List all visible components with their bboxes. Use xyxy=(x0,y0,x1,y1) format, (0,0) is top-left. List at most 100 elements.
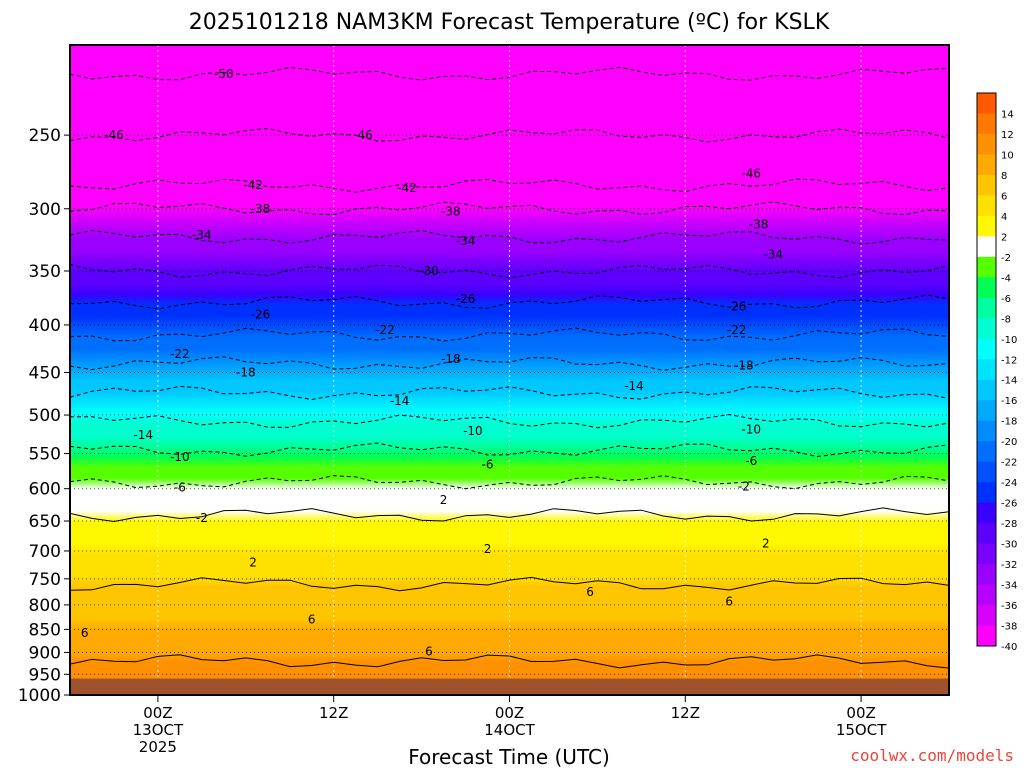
colorbar-label: -30 xyxy=(1001,540,1017,551)
contour-label: -10 xyxy=(741,422,761,436)
isotherm-line xyxy=(70,356,949,371)
y-tick-label: 950 xyxy=(29,665,61,685)
y-tick-label: 350 xyxy=(29,262,61,282)
isotherm-line xyxy=(70,127,949,143)
contour-label: -26 xyxy=(456,292,476,306)
colorbar-label: -34 xyxy=(1001,581,1017,592)
terrain-below-ground xyxy=(70,678,949,695)
plot-area: -50 -46 -46 -46 -42 -42 -38 -38 -38 -34 -34 -34 -30 -… xyxy=(70,45,949,695)
y-tick-label: 900 xyxy=(29,643,61,663)
x-tick-label: 15OCT xyxy=(836,721,887,739)
colorbar-swatch xyxy=(977,297,996,319)
y-tick-label: 800 xyxy=(29,596,61,616)
contour-label: 6 xyxy=(586,585,594,599)
contour-label: 6 xyxy=(725,594,733,608)
contour-label: -26 xyxy=(727,299,747,313)
contour-label: -46 xyxy=(104,128,124,142)
y-tick-label: 300 xyxy=(29,200,61,220)
colorbar-swatch xyxy=(977,195,996,217)
contour-label: -18 xyxy=(734,358,754,372)
colorbar-label: -20 xyxy=(1001,437,1017,448)
colorbar-swatch xyxy=(977,256,996,278)
colorbar-label: 14 xyxy=(1001,109,1014,120)
colorbar-swatch xyxy=(977,318,996,340)
colorbar-label: -14 xyxy=(1001,376,1017,387)
x-tick-label: 13OCT xyxy=(133,721,184,739)
contour-label: -34 xyxy=(763,248,783,262)
isotherm-line xyxy=(70,264,949,279)
isotherm-line xyxy=(70,654,949,669)
contour-label: 2 xyxy=(249,555,257,569)
watermark: coolwx.com/models xyxy=(850,746,1014,765)
colorbar-label: -12 xyxy=(1001,355,1017,366)
colorbar-label: 12 xyxy=(1001,130,1014,141)
pressure-axis: 250 300 350 400 450 500 550 600 650 700 750 800 850 9… xyxy=(18,126,70,706)
isotherm-line xyxy=(70,475,949,490)
colorbar-swatch xyxy=(977,461,996,483)
x-tick-label: 00Z xyxy=(143,704,172,722)
contour-label: 2 xyxy=(440,493,448,507)
isotherm-line xyxy=(70,66,949,81)
contour-label: -34 xyxy=(456,234,476,248)
y-tick-label: 400 xyxy=(29,316,61,336)
colorbar-label: -4 xyxy=(1001,273,1011,284)
x-tick-label: 2025 xyxy=(139,738,177,756)
x-axis-title: Forecast Time (UTC) xyxy=(408,745,610,768)
colorbar-swatch xyxy=(977,379,996,401)
contour-label: 6 xyxy=(81,626,89,640)
colorbar-swatch xyxy=(977,174,996,196)
contour-label: -6 xyxy=(174,480,186,494)
colorbar-swatch xyxy=(977,564,996,586)
colorbar-frame xyxy=(976,92,997,647)
colorbar-label: -22 xyxy=(1001,458,1017,469)
colorbar-label: 6 xyxy=(1001,191,1007,202)
colorbar-swatch xyxy=(977,400,996,422)
colorbar-label: 10 xyxy=(1001,150,1014,161)
contour-label: -22 xyxy=(727,323,747,337)
y-tick-label: 550 xyxy=(29,445,61,465)
isotherm-line xyxy=(70,385,949,401)
isotherm-line xyxy=(70,413,949,429)
colorbar-swatch xyxy=(977,482,996,504)
y-tick-label: 850 xyxy=(29,620,61,640)
contour-label: -14 xyxy=(133,428,153,442)
contour-label: -2 xyxy=(738,480,750,494)
x-tick-label: 14OCT xyxy=(484,721,535,739)
colorbar-label: -24 xyxy=(1001,478,1017,489)
contour-label: -22 xyxy=(170,347,190,361)
colorbar-swatch xyxy=(977,543,996,565)
colorbar-label: 4 xyxy=(1001,212,1007,223)
colorbar-swatch xyxy=(977,93,996,114)
y-tick-label: 250 xyxy=(29,126,61,146)
colorbar-label: 8 xyxy=(1001,171,1007,182)
colorbar-label: -32 xyxy=(1001,560,1017,571)
colorbar-swatch xyxy=(977,154,996,176)
contour-label: 2 xyxy=(762,536,770,550)
isotherm-line xyxy=(70,294,949,310)
colorbar-swatch xyxy=(977,236,996,258)
colorbar-label: -8 xyxy=(1001,314,1011,325)
x-tick-label: 12Z xyxy=(671,704,700,722)
contour-label: -22 xyxy=(375,323,395,337)
contour-label: -38 xyxy=(441,204,461,218)
colorbar-swatch xyxy=(977,441,996,463)
colorbar-swatch xyxy=(977,338,996,360)
x-tick-label: 00Z xyxy=(846,704,875,722)
contour-label: 6 xyxy=(425,645,433,659)
colorbar-label: 2 xyxy=(1001,232,1007,243)
contour-label: -14 xyxy=(390,394,410,408)
contour-label: 6 xyxy=(308,613,316,627)
colorbar-swatch xyxy=(977,215,996,237)
y-tick-label: 750 xyxy=(29,570,61,590)
colorbar-swatch xyxy=(977,277,996,299)
colorbar-swatch xyxy=(977,133,996,155)
contour-label: -34 xyxy=(192,228,212,242)
grid-lines xyxy=(70,45,949,695)
colorbar-label: -36 xyxy=(1001,601,1017,612)
isotherm-line xyxy=(70,576,949,592)
contour-label: -38 xyxy=(251,202,271,216)
colorbar-swatch xyxy=(977,625,996,647)
contour-label: -26 xyxy=(251,308,271,322)
contour-label: -10 xyxy=(463,424,483,438)
isotherm-lines xyxy=(70,66,949,669)
